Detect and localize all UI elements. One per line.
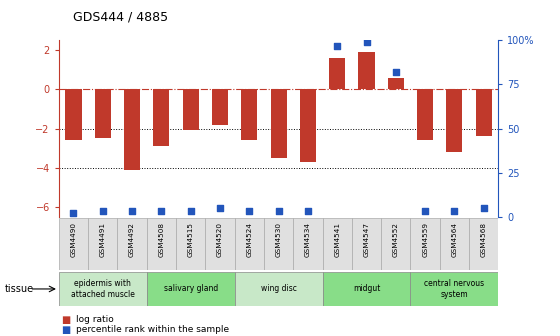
Text: tissue: tissue [4,284,34,294]
Bar [147,272,235,306]
Bar [235,218,264,270]
Text: ■: ■ [62,315,71,325]
Point [157,209,166,214]
Text: GDS444 / 4885: GDS444 / 4885 [73,10,168,24]
Text: GSM4534: GSM4534 [305,221,311,256]
Bar [241,89,258,140]
Point [304,209,312,214]
Point [99,209,108,214]
Bar [293,218,323,270]
Point [450,209,459,214]
Point [362,39,371,45]
Point [245,209,254,214]
Bar [446,89,463,152]
Point [216,205,225,211]
Bar [440,218,469,270]
Text: GSM4547: GSM4547 [363,221,370,256]
Text: salivary gland: salivary gland [164,285,218,293]
Bar [417,89,433,140]
Bar [323,218,352,270]
Bar [469,218,498,270]
Bar [183,89,199,130]
Point [391,70,400,75]
Text: GSM4524: GSM4524 [246,221,253,256]
Bar [59,272,147,306]
Bar [176,218,206,270]
Text: GSM4490: GSM4490 [71,221,77,256]
Bar [147,218,176,270]
Bar [124,89,140,170]
Bar [410,272,498,306]
Point [128,209,137,214]
Bar [206,218,235,270]
Bar [352,218,381,270]
Bar [95,89,111,138]
Bar [212,89,228,125]
Point [421,209,430,214]
Text: GSM4508: GSM4508 [158,221,165,256]
Bar [410,218,440,270]
Text: ■: ■ [62,325,71,335]
Text: GSM4515: GSM4515 [188,221,194,256]
Text: percentile rank within the sample: percentile rank within the sample [76,326,228,334]
Bar [323,272,410,306]
Bar [270,89,287,158]
Text: GSM4530: GSM4530 [276,221,282,256]
Text: central nervous
system: central nervous system [424,279,484,299]
Point [186,209,195,214]
Bar [358,52,375,89]
Point [69,210,78,216]
Text: GSM4541: GSM4541 [334,221,340,256]
Text: GSM4564: GSM4564 [451,221,458,256]
Bar [88,218,118,270]
Bar [153,89,170,146]
Text: GSM4491: GSM4491 [100,221,106,256]
Text: log ratio: log ratio [76,316,113,324]
Text: GSM4492: GSM4492 [129,221,135,256]
Bar [300,89,316,162]
Text: midgut: midgut [353,285,380,293]
Point [479,205,488,211]
Bar [329,58,346,89]
Bar [235,272,323,306]
Text: epidermis with
attached muscle: epidermis with attached muscle [71,279,135,299]
Text: GSM4568: GSM4568 [480,221,487,256]
Bar [66,89,82,140]
Text: GSM4559: GSM4559 [422,221,428,256]
Bar [264,218,293,270]
Point [274,209,283,214]
Text: wing disc: wing disc [260,285,297,293]
Text: GSM4552: GSM4552 [393,221,399,256]
Point [333,43,342,48]
Bar [388,78,404,89]
Bar [475,89,492,136]
Bar [118,218,147,270]
Bar [381,218,410,270]
Bar [59,218,88,270]
Text: GSM4520: GSM4520 [217,221,223,256]
